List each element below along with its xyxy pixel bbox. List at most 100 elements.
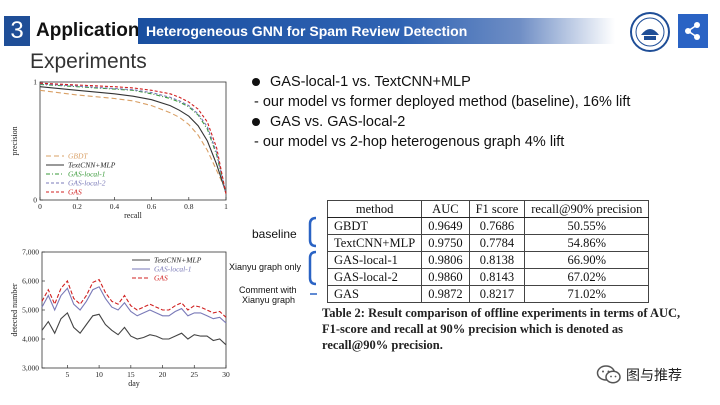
x-axis-label: recall bbox=[124, 211, 143, 220]
brand-text: 图与推荐 bbox=[626, 367, 682, 383]
x-tick-label: 0 bbox=[38, 202, 42, 211]
y-axis-label: precision bbox=[10, 126, 19, 155]
series-line bbox=[39, 83, 227, 195]
cell-recall: 54.86% bbox=[524, 234, 650, 252]
section-name: Application bbox=[36, 20, 140, 41]
results-table-wrap: method AUC F1 score recall@90% precision… bbox=[326, 200, 650, 303]
bullet-main: GAS vs. GAS-local-2 bbox=[270, 114, 406, 130]
series-line bbox=[41, 286, 227, 324]
cell-f1: 0.8217 bbox=[468, 285, 526, 303]
legend-label: GBDT bbox=[68, 152, 88, 161]
x-tick-label: 1 bbox=[224, 202, 228, 211]
bullet-main: GAS-local-1 vs. TextCNN+MLP bbox=[270, 74, 471, 90]
x-tick-label: 30 bbox=[222, 370, 230, 379]
legend-label: TextCNN+MLP bbox=[68, 161, 116, 170]
bullet-sub: - our model vs 2-hop heterogenous graph … bbox=[254, 134, 565, 150]
y-tick-label: 6,000 bbox=[22, 277, 39, 286]
series-line bbox=[41, 278, 227, 318]
comment-graph-label-line1: Comment with bbox=[239, 285, 297, 295]
section-number: 3 bbox=[4, 16, 30, 46]
university-logo bbox=[630, 12, 670, 52]
bullet-dot bbox=[252, 118, 260, 126]
x-tick-label: 5 bbox=[66, 370, 70, 379]
cell-method: TextCNN+MLP bbox=[326, 234, 423, 252]
table-row: TextCNN+MLP 0.9750 0.7784 54.86% bbox=[326, 234, 650, 252]
wechat-icon bbox=[596, 365, 621, 384]
share-button[interactable] bbox=[678, 14, 708, 48]
table-row: GAS 0.9872 0.8217 71.02% bbox=[326, 285, 650, 303]
y-tick-label: 0 bbox=[33, 196, 37, 205]
y-tick-label: 7,000 bbox=[22, 248, 39, 257]
series-line bbox=[41, 311, 227, 346]
y-tick-label: 1 bbox=[33, 78, 37, 87]
bullet-item: GAS-local-1 vs. TextCNN+MLP bbox=[250, 72, 630, 92]
cell-recall: 50.55% bbox=[524, 217, 650, 235]
legend-label: GAS-local-1 bbox=[154, 265, 192, 274]
y-tick-label: 4,000 bbox=[22, 335, 39, 344]
legend-label: GAS-local-1 bbox=[68, 170, 106, 179]
column-header: recall@90% precision bbox=[524, 200, 650, 218]
cell-auc: 0.9872 bbox=[421, 285, 470, 303]
legend-label: GAS-local-2 bbox=[68, 179, 106, 188]
x-tick-label: 25 bbox=[191, 370, 199, 379]
series-line bbox=[39, 82, 227, 195]
x-tick-label: 0.4 bbox=[110, 202, 120, 211]
slide-header: 3 Application Heterogeneous GNN for Spam… bbox=[0, 12, 720, 52]
title-bar: Heterogeneous GNN for Spam Review Detect… bbox=[138, 18, 615, 44]
column-header: method bbox=[326, 200, 423, 218]
cell-method: GAS bbox=[326, 285, 423, 303]
table-header-row: method AUC F1 score recall@90% precision bbox=[326, 200, 650, 218]
x-tick-label: 20 bbox=[159, 370, 167, 379]
xianyu-graph-label: Xianyu graph only bbox=[229, 262, 302, 272]
y-axis-label: detected number bbox=[10, 283, 19, 336]
series-line bbox=[39, 89, 227, 191]
cell-f1: 0.7784 bbox=[468, 234, 526, 252]
bullet-dot bbox=[252, 78, 260, 86]
bullet-item: GAS vs. GAS-local-2 bbox=[250, 112, 630, 132]
cell-auc: 0.9649 bbox=[421, 217, 470, 235]
cell-auc: 0.9860 bbox=[421, 268, 470, 286]
page-heading: Experiments bbox=[30, 50, 147, 73]
x-axis-label: day bbox=[128, 379, 140, 388]
column-header: AUC bbox=[421, 200, 470, 218]
cell-f1: 0.8138 bbox=[468, 251, 526, 269]
cell-f1: 0.7686 bbox=[468, 217, 526, 235]
annotation-brackets bbox=[308, 216, 317, 295]
table-caption: Table 2: Result comparison of offline ex… bbox=[322, 306, 681, 352]
cell-auc: 0.9750 bbox=[421, 234, 470, 252]
bullet-list: GAS-local-1 vs. TextCNN+MLP - our model … bbox=[250, 72, 630, 152]
series-line bbox=[39, 86, 227, 194]
baseline-label: baseline bbox=[252, 227, 297, 241]
comment-graph-label-line2: Xianyu graph bbox=[242, 295, 296, 305]
detected-number-chart: 5 10 15 20 25 30 3,000 4,000 5,000 6,000 7,000 day d… bbox=[10, 248, 230, 389]
table-row: GBDT 0.9649 0.7686 50.55% bbox=[326, 217, 650, 235]
cell-recall: 71.02% bbox=[524, 285, 650, 303]
column-header: F1 score bbox=[468, 200, 526, 218]
precision-recall-chart: 0 0.2 0.4 0.6 0.8 1 0 1 recall precision GBDTTextC… bbox=[10, 78, 228, 221]
x-tick-label: 0.8 bbox=[184, 202, 194, 211]
x-tick-label: 10 bbox=[95, 370, 103, 379]
cell-method: GAS-local-2 bbox=[326, 268, 423, 286]
cell-recall: 66.90% bbox=[524, 251, 650, 269]
share-icon bbox=[685, 22, 700, 40]
legend-label: TextCNN+MLP bbox=[154, 256, 202, 265]
slide-title: Heterogeneous GNN for Spam Review Detect… bbox=[146, 23, 468, 39]
legend-label: GAS bbox=[154, 274, 168, 283]
results-table: method AUC F1 score recall@90% precision… bbox=[326, 200, 650, 303]
cell-method: GAS-local-1 bbox=[326, 251, 423, 269]
plot-frame bbox=[39, 81, 227, 201]
cell-method: GBDT bbox=[326, 217, 423, 235]
x-tick-label: 0.6 bbox=[147, 202, 157, 211]
cell-auc: 0.9806 bbox=[421, 251, 470, 269]
x-tick-label: 15 bbox=[127, 370, 135, 379]
x-tick-label: 0.2 bbox=[73, 202, 83, 211]
table-row: GAS-local-2 0.9860 0.8143 67.02% bbox=[326, 268, 650, 286]
table-row: GAS-local-1 0.9806 0.8138 66.90% bbox=[326, 251, 650, 269]
y-tick-label: 5,000 bbox=[22, 306, 39, 315]
series-line bbox=[39, 83, 227, 195]
legend-label: GAS bbox=[68, 188, 82, 197]
y-tick-label: 3,000 bbox=[22, 364, 39, 373]
cell-f1: 0.8143 bbox=[468, 268, 526, 286]
bullet-sub: - our model vs former deployed method (b… bbox=[254, 94, 631, 110]
cell-recall: 67.02% bbox=[524, 268, 650, 286]
